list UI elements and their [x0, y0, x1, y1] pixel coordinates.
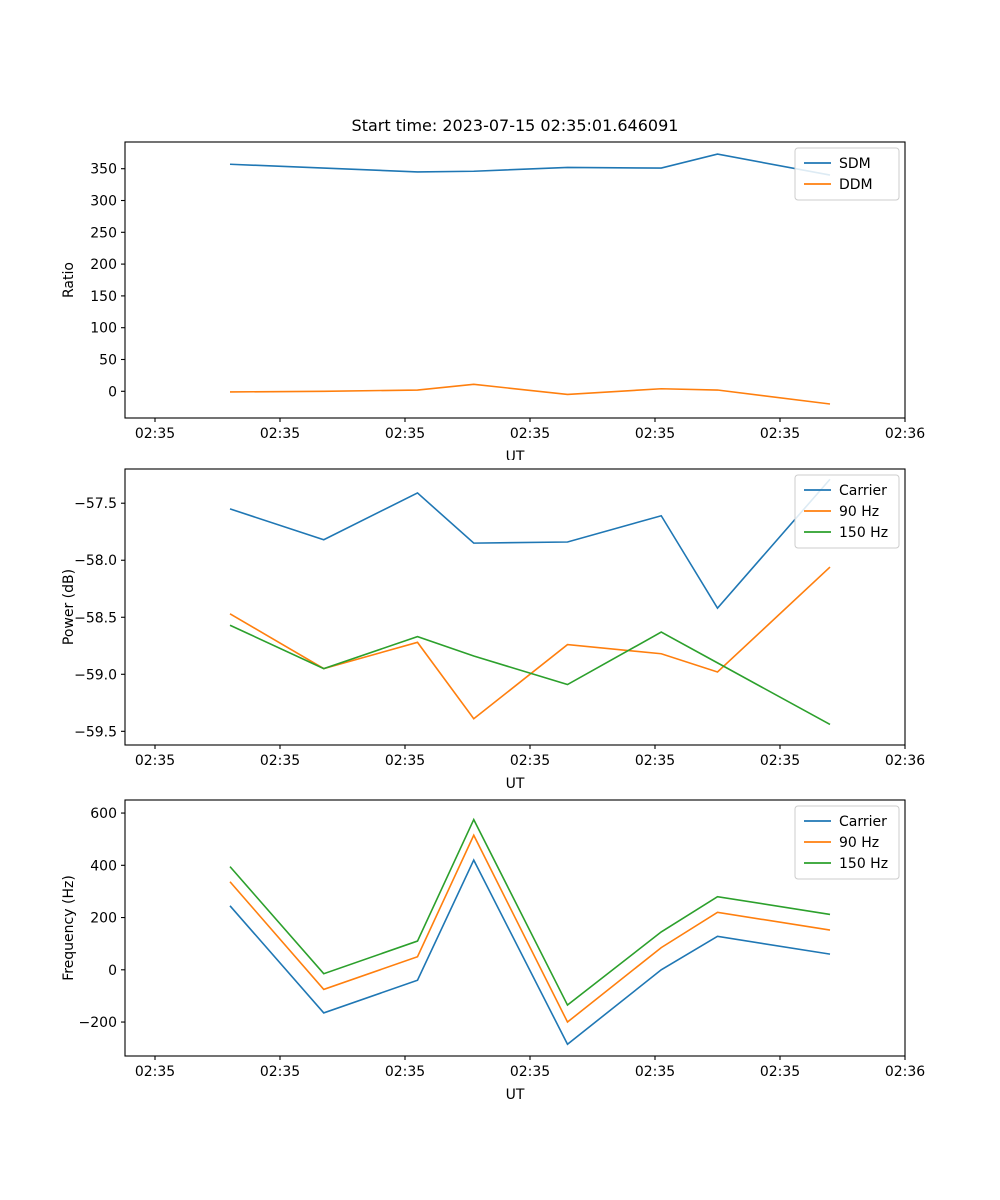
y-tick-label: 600 — [90, 806, 117, 822]
y-tick-label: −58.5 — [74, 610, 117, 626]
legend — [794, 474, 900, 549]
x-tick-label: 02:35 — [635, 753, 675, 769]
subplot-ratio: Start time: 2023-07-15 02:35:01.64609102… — [61, 116, 925, 460]
y-tick-label: 300 — [90, 194, 117, 210]
axes-frame — [124, 141, 906, 419]
x-tick-label: 02:35 — [510, 426, 550, 442]
axes-frame — [124, 468, 906, 746]
x-tick-label: 02:35 — [760, 426, 800, 442]
x-tick-label: 02:35 — [135, 753, 175, 769]
legend — [794, 805, 900, 880]
subplot-frequency: 02:35 02:35 02:35 02:35 02:35 02:35 02:36 −200 0… — [61, 799, 925, 1103]
x-tick-label: 02:35 — [760, 1064, 800, 1080]
y-tick-label: 0 — [108, 384, 117, 400]
x-tick-label: 02:35 — [760, 753, 800, 769]
x-tick-label: 02:35 — [135, 426, 175, 442]
x-tick-label: 02:35 — [635, 426, 675, 442]
x-tick-label: 02:35 — [635, 1064, 675, 1080]
x-tick-label: 02:35 — [135, 1064, 175, 1080]
x-tick-label: 02:35 — [260, 753, 300, 769]
y-axis-label: Ratio — [61, 262, 77, 298]
x-tick-label: 02:36 — [885, 753, 925, 769]
y-tick-label: −58.0 — [74, 553, 117, 569]
y-tick-label: −200 — [79, 1015, 117, 1031]
series-line-150-hz — [229, 624, 831, 726]
series-line-carrier — [229, 858, 831, 1046]
x-tick-label: 02:35 — [510, 753, 550, 769]
subplot-power: 02:35 02:35 02:35 02:35 02:35 02:35 02:36 −59.5… — [61, 468, 925, 792]
y-axis-label: Power (dB) — [61, 569, 77, 645]
series-line-ddm — [229, 383, 831, 405]
x-tick-label: 02:35 — [260, 1064, 300, 1080]
y-tick-label: 50 — [99, 352, 117, 368]
x-tick-label: 02:35 — [385, 426, 425, 442]
x-axis-label: UT — [506, 1087, 525, 1103]
series-line-sdm — [229, 153, 831, 176]
x-tick-label: 02:36 — [885, 426, 925, 442]
x-tick-label: 02:35 — [385, 753, 425, 769]
x-axis-label: UT — [506, 449, 525, 460]
x-tick-label: 02:35 — [385, 1064, 425, 1080]
y-tick-label: 400 — [90, 858, 117, 874]
legend-label-sdm: SDM — [839, 156, 871, 172]
series-line-90-hz — [229, 833, 831, 1024]
y-tick-label: 350 — [90, 162, 117, 178]
x-tick-label: 02:35 — [510, 1064, 550, 1080]
x-tick-label: 02:36 — [885, 1064, 925, 1080]
y-tick-label: 250 — [90, 225, 117, 241]
legend-label-150-hz: 150 Hz — [839, 525, 888, 541]
axes-frame — [124, 799, 906, 1057]
x-axis-label: UT — [506, 776, 525, 792]
y-tick-label: 100 — [90, 321, 117, 337]
legend-label-90-hz: 90 Hz — [839, 504, 879, 520]
series-line-carrier — [229, 478, 831, 610]
legend-label-carrier: Carrier — [839, 483, 887, 499]
y-tick-label: 200 — [90, 257, 117, 273]
y-tick-label: −57.5 — [74, 496, 117, 512]
legend — [794, 147, 900, 201]
y-tick-label: −59.5 — [74, 724, 117, 740]
legend-label-150-hz: 150 Hz — [839, 856, 888, 872]
chart-title: Start time: 2023-07-15 02:35:01.646091 — [352, 116, 679, 135]
y-tick-label: 0 — [108, 963, 117, 979]
y-tick-label: 200 — [90, 911, 117, 927]
y-axis-label: Frequency (Hz) — [61, 875, 77, 981]
series-line-150-hz — [229, 817, 831, 1007]
x-tick-label: 02:35 — [260, 426, 300, 442]
legend-label-90-hz: 90 Hz — [839, 835, 879, 851]
y-tick-label: 150 — [90, 289, 117, 305]
series-line-90-hz — [229, 566, 831, 720]
y-tick-label: −59.0 — [74, 667, 117, 683]
legend-label-ddm: DDM — [839, 177, 873, 193]
legend-label-carrier: Carrier — [839, 814, 887, 830]
